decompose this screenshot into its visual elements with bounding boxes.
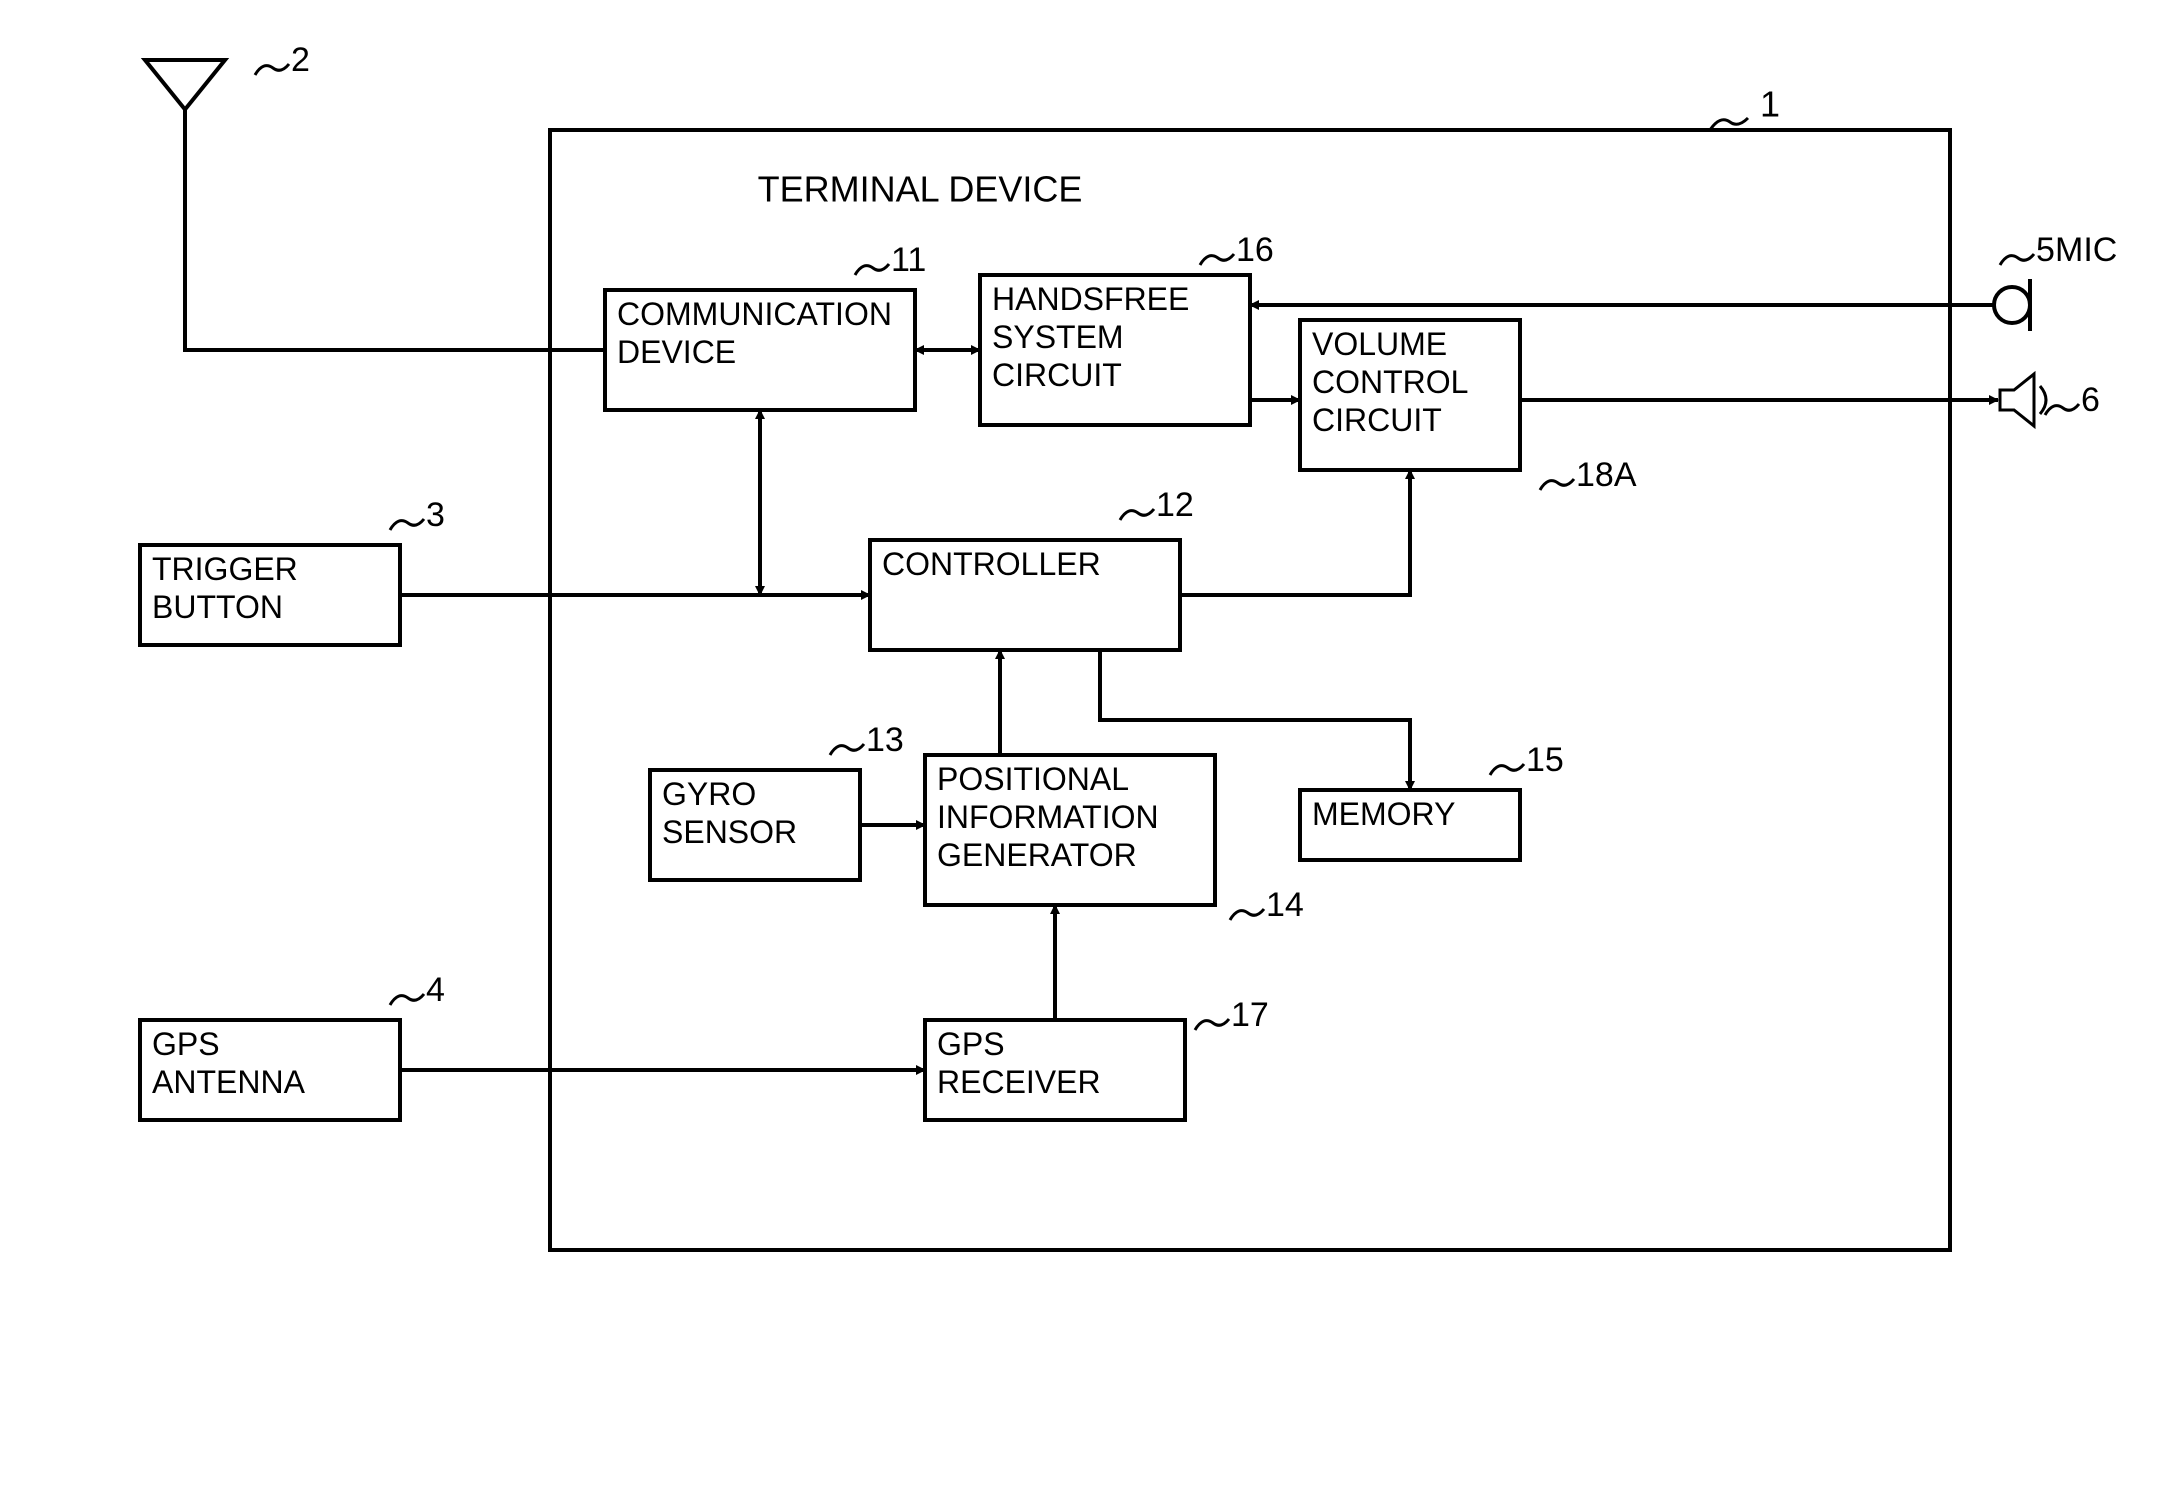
comm-label-0: COMMUNICATION bbox=[617, 296, 892, 332]
svg-text:6: 6 bbox=[2081, 381, 2100, 419]
gpsrec-block: GPSRECEIVER bbox=[925, 1020, 1185, 1120]
posinfo-label-2: GENERATOR bbox=[937, 837, 1137, 873]
svg-text:1: 1 bbox=[1760, 83, 1780, 124]
page-title: TERMINAL DEVICE bbox=[758, 168, 1083, 209]
posinfo-block: POSITIONALINFORMATIONGENERATOR bbox=[925, 755, 1215, 905]
posinfo-label-1: INFORMATION bbox=[937, 799, 1159, 835]
svg-text:18A: 18A bbox=[1576, 456, 1637, 494]
comm-label-1: DEVICE bbox=[617, 334, 736, 370]
controller-label-0: CONTROLLER bbox=[882, 546, 1101, 582]
gyro-label-0: GYRO bbox=[662, 776, 756, 812]
memory-block: MEMORY bbox=[1300, 790, 1520, 860]
volume-label-0: VOLUME bbox=[1312, 326, 1447, 362]
svg-text:15: 15 bbox=[1526, 741, 1564, 779]
controller-block: CONTROLLER bbox=[870, 540, 1180, 650]
svg-text:4: 4 bbox=[426, 971, 445, 1009]
trigger-label-0: TRIGGER bbox=[152, 551, 298, 587]
comm-block: COMMUNICATIONDEVICE bbox=[605, 290, 915, 410]
svg-text:14: 14 bbox=[1266, 886, 1304, 924]
svg-text:16: 16 bbox=[1236, 231, 1274, 269]
svg-text:17: 17 bbox=[1231, 996, 1269, 1034]
svg-text:MIC: MIC bbox=[2055, 231, 2117, 269]
gyro-label-1: SENSOR bbox=[662, 814, 797, 850]
posinfo-label-0: POSITIONAL bbox=[937, 761, 1129, 797]
volume-label-2: CIRCUIT bbox=[1312, 402, 1442, 438]
handsfree-label-0: HANDSFREE bbox=[992, 281, 1189, 317]
svg-text:3: 3 bbox=[426, 496, 445, 534]
svg-text:12: 12 bbox=[1156, 486, 1194, 524]
gpsrec-label-1: RECEIVER bbox=[937, 1064, 1101, 1100]
gpsant-block: GPSANTENNA bbox=[140, 1020, 400, 1120]
speaker-icon bbox=[2000, 374, 2034, 426]
handsfree-label-1: SYSTEM bbox=[992, 319, 1124, 355]
handsfree-block: HANDSFREESYSTEMCIRCUIT bbox=[980, 275, 1250, 425]
volume-label-1: CONTROL bbox=[1312, 364, 1468, 400]
gyro-block: GYROSENSOR bbox=[650, 770, 860, 880]
svg-text:13: 13 bbox=[866, 721, 904, 759]
gpsant-label-1: ANTENNA bbox=[152, 1064, 306, 1100]
svg-text:2: 2 bbox=[291, 41, 310, 79]
mic-icon bbox=[1994, 287, 2030, 323]
trigger-block: TRIGGERBUTTON bbox=[140, 545, 400, 645]
volume-block: VOLUMECONTROLCIRCUIT bbox=[1300, 320, 1520, 470]
antenna-icon bbox=[145, 60, 225, 110]
svg-text:5: 5 bbox=[2036, 231, 2055, 269]
gpsrec-label-0: GPS bbox=[937, 1026, 1005, 1062]
gpsant-label-0: GPS bbox=[152, 1026, 220, 1062]
memory-label-0: MEMORY bbox=[1312, 796, 1455, 832]
svg-text:11: 11 bbox=[891, 241, 926, 279]
handsfree-label-2: CIRCUIT bbox=[992, 357, 1122, 393]
trigger-label-1: BUTTON bbox=[152, 589, 283, 625]
